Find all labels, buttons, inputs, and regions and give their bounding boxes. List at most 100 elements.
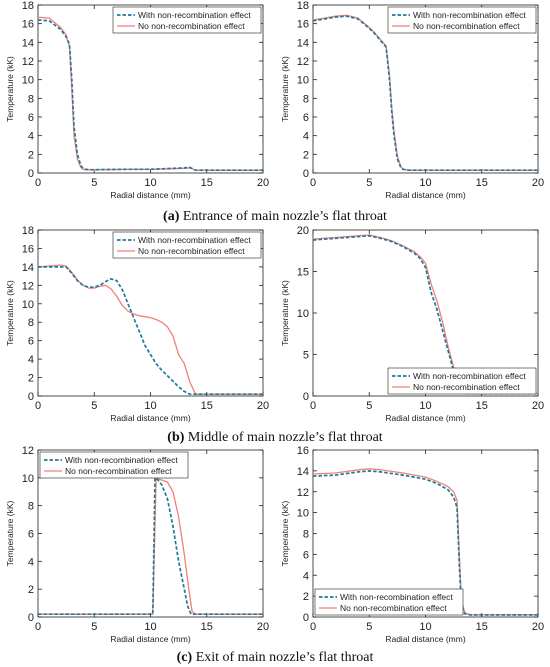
y-tick-label: 14 (22, 37, 34, 49)
y-tick-label: 2 (28, 149, 34, 161)
y-tick-label: 2 (303, 149, 309, 161)
legend-box (112, 231, 262, 259)
y-tick-label: 6 (28, 336, 34, 348)
y-tick-label: 8 (303, 93, 309, 105)
caption-text: Entrance of main nozzle’s flat throat (179, 209, 387, 224)
y-tick-label: 12 (297, 487, 309, 499)
y-tick-label: 5 (303, 350, 309, 362)
legend-entry: With non-recombination effect (340, 592, 453, 602)
y-tick-label: 6 (28, 112, 34, 124)
y-tick-label: 18 (297, 0, 309, 12)
x-tick-label: 5 (366, 177, 372, 189)
y-tick-label: 2 (28, 584, 34, 596)
x-tick-label: 15 (476, 177, 488, 189)
legend-entry: No non-recombination effect (138, 246, 245, 256)
series-line-with-effect (312, 15, 538, 172)
y-tick-label: 6 (303, 549, 309, 561)
x-tick-label: 15 (476, 621, 488, 633)
legend-entry: With non-recombination effect (413, 10, 526, 20)
chart-panel-c-left: 0 5 10 15 20 0 2 4 6 8 10 12 Radial distance (mm) Tem… (5, 445, 269, 644)
chart-panel-b-right: 0 5 10 15 20 0 5 10 15 20 Radial distance (mm) Temp… (280, 225, 544, 423)
series-line-with-effect (37, 19, 263, 172)
y-tick-label: 16 (22, 243, 34, 255)
caption-text: Middle of main nozzle’s flat throat (184, 430, 382, 445)
x-tick-label: 0 (35, 621, 41, 633)
y-tick-label: 20 (297, 225, 309, 237)
caption-b: (b) Middle of main nozzle’s flat throat (167, 430, 383, 445)
y-tick-label: 8 (28, 93, 34, 105)
x-tick-label: 0 (35, 177, 41, 189)
series-line-with-effect (312, 234, 538, 395)
legend-entry: No non-recombination effect (65, 466, 172, 476)
y-tick-label: 0 (28, 391, 34, 403)
series-line-with-effect (312, 470, 538, 616)
x-tick-label: 5 (91, 177, 97, 189)
y-tick-label: 4 (28, 354, 34, 366)
legend-entry: No non-recombination effect (413, 21, 520, 31)
y-tick-label: 8 (28, 317, 34, 329)
y-tick-label: 12 (22, 445, 34, 457)
x-tick-label: 0 (310, 621, 316, 633)
svg-text:(a) Entrance of main nozzle’s: (a) Entrance of main nozzle’s flat throa… (163, 209, 387, 224)
x-axis-label: Radial distance (mm) (385, 634, 465, 644)
x-tick-label: 20 (532, 400, 544, 412)
x-tick-label: 15 (201, 177, 213, 189)
x-tick-label: 10 (144, 400, 156, 412)
y-tick-label: 8 (303, 529, 309, 541)
y-axis-label: Temperature (kK) (280, 280, 290, 346)
y-axis-label: Temperature (kK) (5, 280, 15, 346)
y-tick-label: 0 (28, 168, 34, 180)
y-tick-label: 4 (28, 131, 34, 143)
series-line-with-effect (38, 266, 263, 396)
caption-label: (b) (167, 430, 184, 445)
series-line-no-effect (37, 264, 263, 395)
caption-c: (c) Exit of main nozzle’s flat throat (177, 650, 374, 665)
y-tick-label: 2 (303, 591, 309, 603)
y-tick-label: 0 (303, 612, 309, 624)
chart-panel-b-left: 0 5 10 15 20 0 2 4 6 8 10 12 14 16 18 Radial distance (… (5, 225, 269, 423)
y-tick-label: 15 (297, 267, 309, 279)
chart-panel-c-right: 0 5 10 15 20 0 2 4 6 8 10 12 14 16 Radial distance (mm… (280, 445, 544, 644)
x-tick-label: 10 (419, 621, 431, 633)
x-tick-label: 10 (419, 177, 431, 189)
caption-text: Exit of main nozzle’s flat throat (192, 650, 373, 665)
x-axis-label: Radial distance (mm) (385, 190, 465, 200)
x-tick-label: 0 (310, 177, 316, 189)
caption-a: (a) Entrance of main nozzle’s flat throa… (163, 209, 387, 224)
x-tick-label: 15 (201, 621, 213, 633)
series-line-no-effect (312, 14, 538, 171)
y-tick-label: 6 (303, 112, 309, 124)
series-line-no-effect (312, 468, 538, 616)
legend-box (314, 588, 464, 616)
x-tick-label: 10 (144, 177, 156, 189)
x-tick-label: 10 (419, 400, 431, 412)
y-tick-label: 0 (28, 612, 34, 624)
x-tick-label: 15 (476, 400, 488, 412)
x-axis-label: Radial distance (mm) (110, 634, 190, 644)
y-axis-label: Temperature (kK) (5, 501, 15, 567)
x-tick-label: 5 (366, 621, 372, 633)
y-axis-label: Temperature (kK) (280, 501, 290, 567)
chart-panel-a-right: 0 5 10 15 20 0 2 4 6 8 10 12 14 16 18 Radial distance (… (280, 0, 544, 200)
legend-entry: With non-recombination effect (413, 371, 526, 381)
y-tick-label: 10 (22, 473, 34, 485)
y-tick-label: 0 (303, 391, 309, 403)
y-tick-label: 16 (22, 19, 34, 31)
legend-entry: With non-recombination effect (138, 235, 251, 245)
legend-entry: No non-recombination effect (413, 382, 520, 392)
legend-box (387, 367, 537, 395)
caption-label: (a) (163, 209, 180, 224)
y-tick-label: 2 (28, 373, 34, 385)
series-line-no-effect (37, 16, 263, 171)
legend-entry: With non-recombination effect (65, 455, 178, 465)
caption-label: (c) (177, 650, 193, 665)
y-tick-label: 10 (297, 75, 309, 87)
y-axis-label: Temperature (kK) (5, 56, 15, 122)
y-tick-label: 18 (22, 225, 34, 237)
legend-entry: With non-recombination effect (138, 10, 251, 20)
